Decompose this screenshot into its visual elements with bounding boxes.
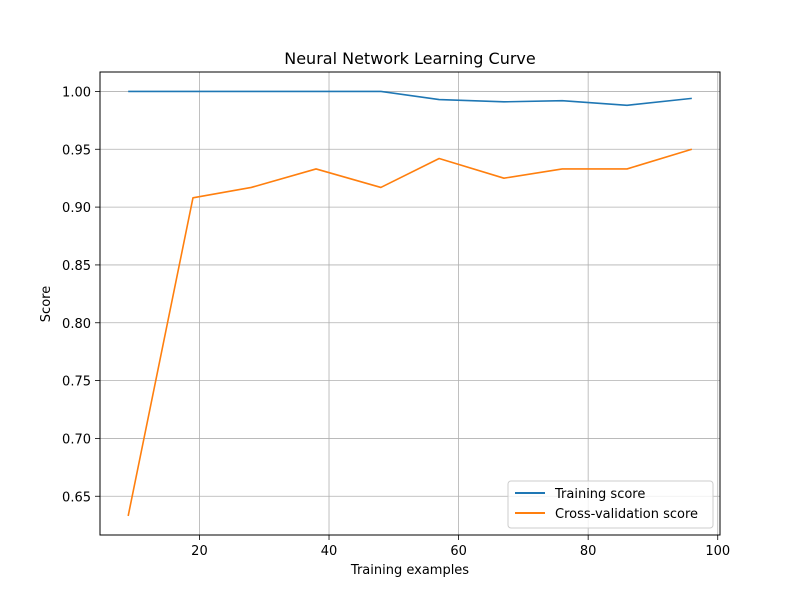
y-tick-label: 0.80: [62, 317, 91, 332]
x-tick-label: 80: [580, 544, 597, 559]
x-tick-label: 20: [191, 544, 208, 559]
y-axis-ticks: 0.65 0.70 0.75 0.80 0.85 0.90 0.95 1.00: [62, 85, 100, 505]
y-axis-label: Score: [39, 286, 54, 322]
y-tick-label: 0.70: [62, 432, 91, 447]
x-tick-label: 60: [450, 544, 467, 559]
legend-label-cross-validation-score: Cross-validation score: [555, 507, 698, 522]
series-lines: [127, 90, 693, 517]
y-tick-label: 0.65: [62, 490, 91, 505]
grid: [100, 72, 720, 535]
legend: Training score Cross-validation score: [507, 480, 714, 529]
chart-title: Neural Network Learning Curve: [284, 49, 536, 68]
x-tick-label: 40: [321, 544, 338, 559]
y-tick-label: 0.75: [62, 375, 91, 390]
legend-label-training-score: Training score: [554, 487, 645, 502]
y-tick-label: 1.00: [62, 85, 91, 100]
y-tick-label: 0.95: [62, 143, 91, 158]
y-tick-label: 0.85: [62, 259, 91, 274]
series-line-cross-validation-score: [127, 148, 693, 517]
x-axis-label: Training examples: [350, 563, 469, 578]
x-tick-label: 100: [705, 544, 730, 559]
legend-box: [507, 480, 714, 529]
x-axis-ticks: 20 40 60 80 100: [191, 535, 730, 559]
series-line-training-score: [128, 90, 692, 107]
y-tick-label: 0.90: [62, 201, 91, 216]
plot-frame: [99, 71, 721, 536]
